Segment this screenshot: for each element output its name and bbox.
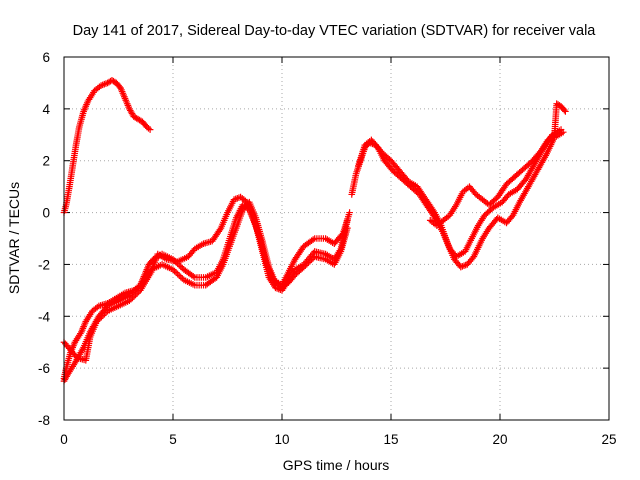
data-point-marker (302, 262, 309, 269)
y-tick-label: 6 (42, 50, 50, 65)
data-point-marker (177, 263, 185, 270)
plot-frame (63, 56, 610, 421)
data-point-marker (346, 209, 353, 216)
x-tick-label: 15 (383, 432, 398, 447)
data-point-marker (130, 292, 138, 300)
y-axis-label: SDTVAR / TECUs (6, 182, 22, 294)
data-point-marker (94, 316, 102, 324)
data-point-marker (99, 312, 107, 319)
data-point-marker (561, 106, 568, 114)
data-point-marker (102, 309, 110, 316)
data-point-marker (146, 126, 154, 133)
data-point-marker (309, 236, 317, 243)
series-track-3 (60, 198, 351, 385)
y-tick-label: -6 (38, 361, 50, 376)
y-tick-label: -2 (38, 257, 50, 272)
data-point-marker (171, 267, 178, 275)
x-tick-label: 25 (601, 432, 616, 447)
data-point-marker (172, 269, 180, 276)
x-tick-label: 5 (169, 432, 177, 447)
data-point-marker (338, 231, 346, 239)
data-points (60, 77, 569, 385)
data-point-marker (169, 266, 177, 273)
x-tick-label: 0 (60, 432, 68, 447)
data-point-marker (93, 318, 100, 325)
y-tick-label: 2 (42, 154, 50, 169)
data-point-marker (469, 254, 476, 262)
data-point-marker (373, 142, 380, 150)
axis-ticks: 0 5 10 15 20 25 -8 -6 -4 -2 0 2 4 6 (38, 50, 617, 447)
data-point-marker (98, 313, 105, 321)
x-axis-label: GPS time / hours (283, 457, 390, 473)
data-point-marker (562, 108, 569, 115)
series-track-7 (426, 100, 569, 229)
x-tick-label: 20 (492, 432, 507, 447)
data-point-marker (306, 257, 314, 265)
data-point-marker (308, 256, 315, 263)
chart-title: Day 141 of 2017, Sidereal Day-to-day VTE… (73, 23, 597, 39)
y-tick-label: -8 (38, 413, 50, 428)
data-point-marker (508, 213, 516, 221)
data-point-marker (300, 263, 308, 271)
data-point-marker (177, 273, 185, 281)
data-point-marker (132, 291, 139, 299)
series-track-2 (60, 201, 351, 382)
y-tick-label: -4 (38, 309, 50, 324)
y-tick-label: 4 (42, 102, 50, 117)
data-point-marker (174, 270, 181, 278)
data-point-marker (305, 259, 312, 266)
data-point-marker (309, 254, 317, 262)
data-point-marker (179, 275, 186, 282)
series-track-1 (60, 77, 154, 216)
data-point-marker (471, 189, 479, 197)
data-point-marker (127, 295, 135, 303)
data-point-marker (175, 272, 183, 279)
y-tick-label: 0 (42, 206, 50, 221)
data-point-marker (303, 260, 311, 268)
data-point-marker (129, 294, 136, 302)
data-point-marker (557, 126, 565, 133)
data-point-marker (101, 310, 108, 318)
data-point-marker (96, 315, 104, 322)
data-point-marker (189, 272, 197, 280)
data-point-marker (126, 297, 133, 305)
data-point-marker (133, 290, 141, 297)
x-tick-label: 10 (274, 432, 289, 447)
series-track-4 (60, 193, 353, 364)
